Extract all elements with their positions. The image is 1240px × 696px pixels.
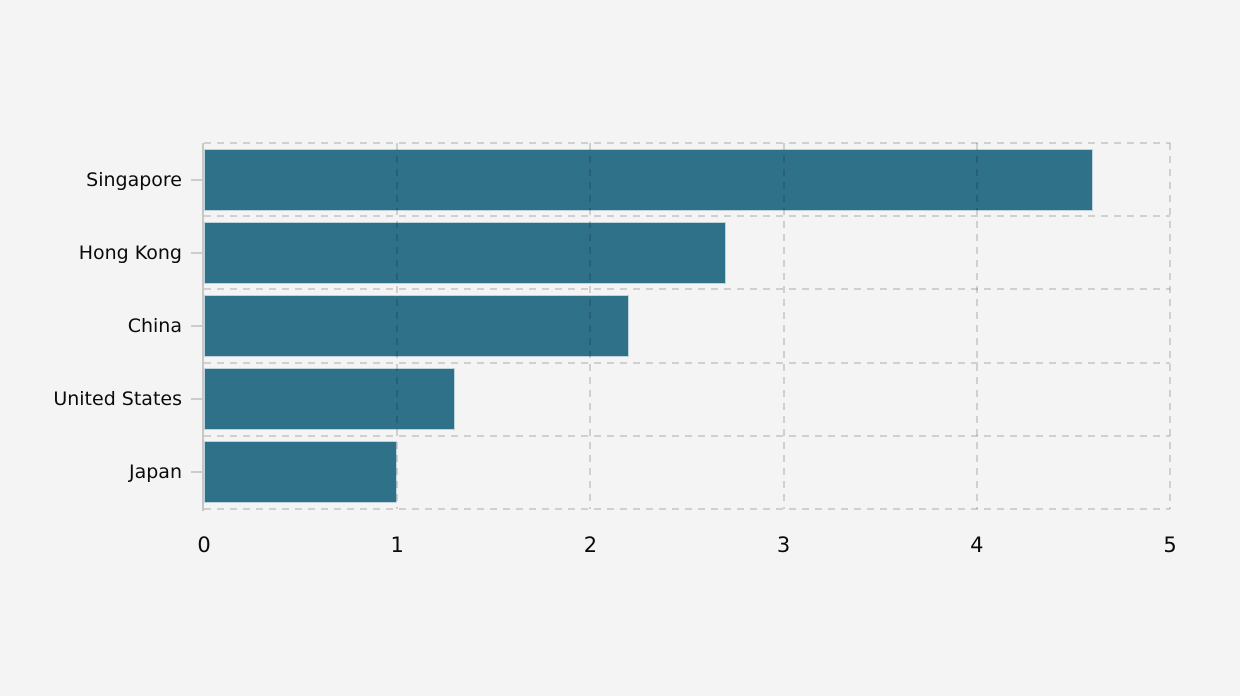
bar-united-states xyxy=(204,368,456,431)
category-label-japan: Japan xyxy=(129,461,182,484)
gridline-horizontal xyxy=(204,288,1170,291)
x-tick-label-2: 2 xyxy=(583,533,598,557)
category-label-united-states: United States xyxy=(53,388,182,411)
y-tick-mark xyxy=(191,398,202,401)
x-tick-label-3: 3 xyxy=(776,533,791,557)
plot-border-bottom xyxy=(204,508,1170,510)
x-tick-label-0: 0 xyxy=(197,533,211,557)
gridline-horizontal xyxy=(204,434,1170,437)
bar-hong-kong xyxy=(204,221,726,284)
y-tick-mark xyxy=(191,178,202,181)
y-tick-mark xyxy=(191,471,202,474)
x-tick-label-1: 1 xyxy=(390,533,404,557)
y-axis-line xyxy=(202,143,204,511)
bar-singapore xyxy=(204,148,1093,211)
gridline-vertical xyxy=(782,143,785,509)
x-tick-label-4: 4 xyxy=(970,533,984,557)
bar-china xyxy=(204,295,630,357)
category-label-hong-kong: Hong Kong xyxy=(78,241,182,264)
y-tick-mark xyxy=(191,325,202,327)
category-label-singapore: Singapore xyxy=(86,168,182,191)
category-label-china: China xyxy=(127,315,182,337)
bar-japan xyxy=(204,441,398,504)
y-tick-mark xyxy=(191,251,202,254)
gridline-vertical xyxy=(396,143,399,509)
plot-border-top xyxy=(204,142,1170,144)
gridline-horizontal xyxy=(204,215,1170,218)
x-tick-label-5: 5 xyxy=(1163,533,1177,557)
gridline-vertical xyxy=(589,143,592,509)
plot-border-right xyxy=(1169,143,1171,509)
gridline-vertical xyxy=(975,143,978,509)
gridline-horizontal xyxy=(204,361,1170,364)
